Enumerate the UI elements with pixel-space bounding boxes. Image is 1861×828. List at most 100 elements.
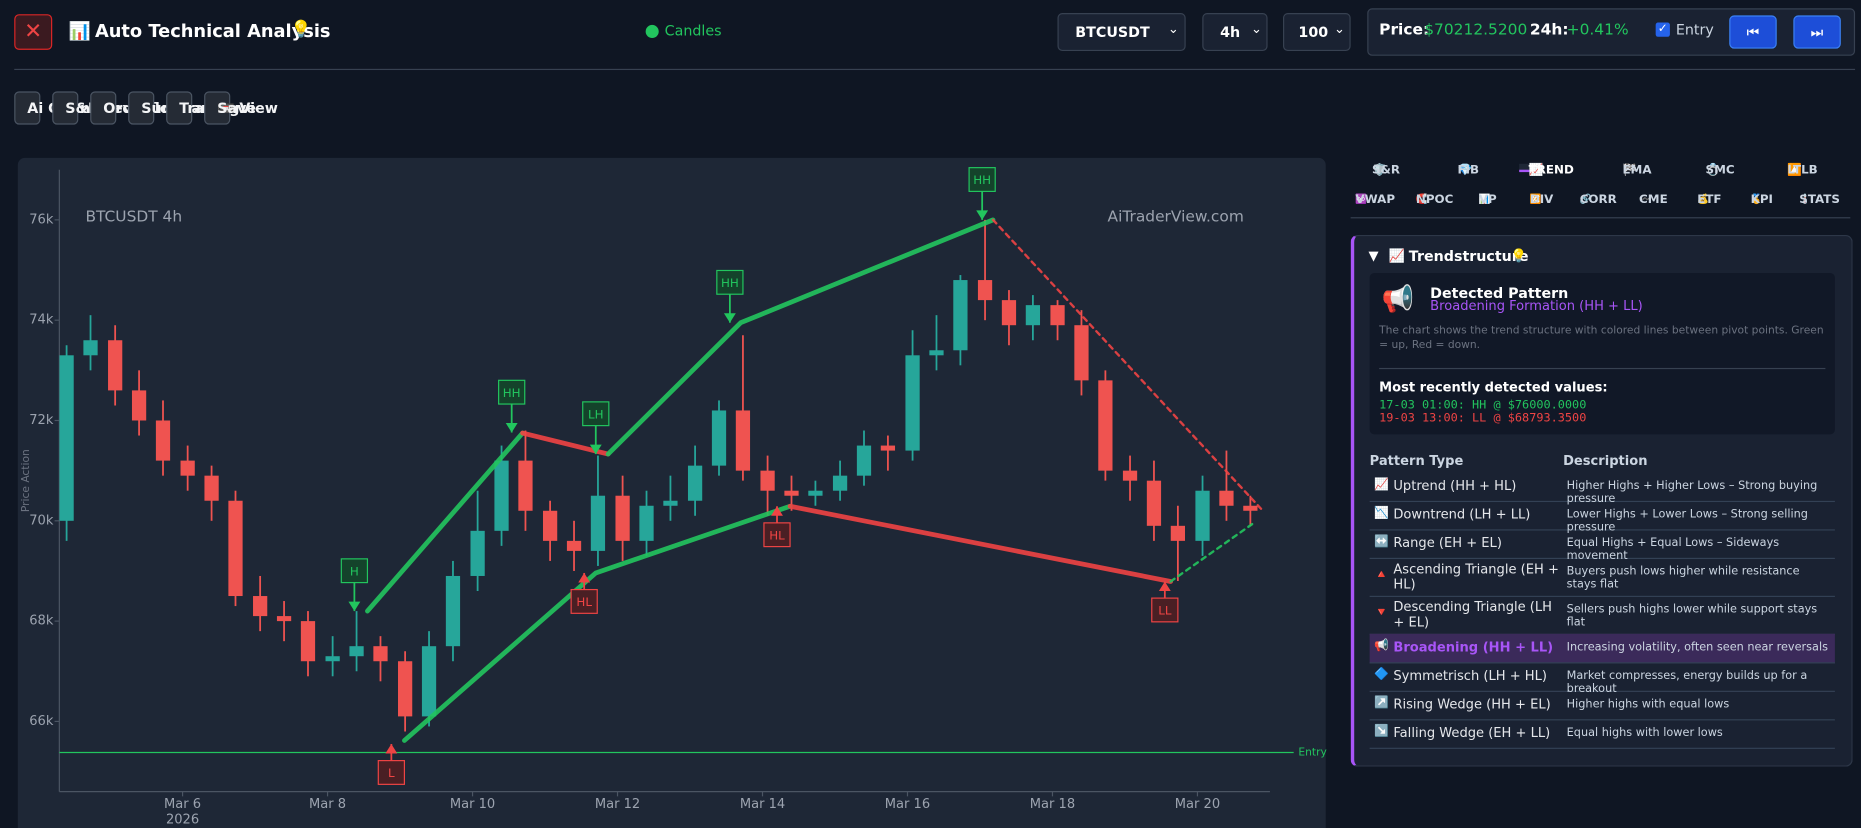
divider <box>14 68 1856 71</box>
toolbar-button[interactable]: TradingView <box>166 91 278 125</box>
pattern-row[interactable]: ↘️ Falling Wedge (EH + LL) Equal highs wit… <box>1369 719 1835 749</box>
candle-body <box>735 410 751 471</box>
title-icon: 📊 <box>68 20 92 42</box>
pattern-row[interactable]: 📉 Downtrend (LH + LL) Lower Highs + Lower … <box>1369 501 1835 534</box>
pivot-label: LH <box>588 407 604 421</box>
trend-line <box>365 430 525 614</box>
tab-label: KPI <box>1750 193 1773 207</box>
row-desc: Higher highs with equal lows <box>1566 697 1730 711</box>
candle-body <box>615 495 630 541</box>
candle-body <box>663 500 678 506</box>
pivot-label: HH <box>503 386 521 400</box>
tab-icon: 🛡️ <box>1372 163 1387 177</box>
candle-body <box>711 410 727 466</box>
row-desc: Sellers push highs lower while support s… <box>1566 602 1818 630</box>
y-tick-label: 70k <box>29 513 54 528</box>
toolbar-button[interactable]: Orderflow <box>90 91 183 125</box>
pattern-row[interactable]: 🔷 Symmetrisch (LH + HL) Market compresses,… <box>1369 662 1835 696</box>
divider <box>1350 217 1851 219</box>
y-tick-label: 68k <box>29 614 54 629</box>
pivot-label: H <box>350 564 359 578</box>
candle-body <box>349 646 364 657</box>
row-desc: Equal Highs + Equal Lows – Sideways move… <box>1566 536 1780 563</box>
chart: BTCUSDT 4h AiTraderView.com Price Action… <box>19 167 1327 827</box>
pattern-row[interactable]: 📢 Broadening (HH + LL) Increasing volatili… <box>1369 633 1835 664</box>
row-desc: Increasing volatility, often seen near r… <box>1566 640 1828 654</box>
x-tick-label: Mar 20 <box>1175 797 1220 812</box>
row-name: Range (EH + EL) <box>1393 535 1502 551</box>
divider <box>1379 367 1826 370</box>
toolbar-button[interactable]: 📼 Save <box>204 91 256 125</box>
candle-body <box>590 495 606 551</box>
toolbar-button[interactable]: Summary <box>128 91 217 125</box>
tab-label: CME <box>1639 193 1668 207</box>
entry-checkbox[interactable]: ✓ <box>1655 22 1670 37</box>
trend-line <box>1169 520 1257 583</box>
tab-label: VWAP <box>1355 193 1396 207</box>
tab-label: CORR <box>1579 193 1617 207</box>
pattern-row[interactable]: 🔺 Ascending Triangle (EH + HL) Buyers push… <box>1369 558 1835 597</box>
tab-icon: 🔼 <box>1787 163 1803 177</box>
candle-body <box>687 465 703 501</box>
tab-icon: 🧲 <box>1415 193 1428 205</box>
prev-button[interactable]: ⏮ <box>1729 15 1777 49</box>
tab-label: TREND <box>1528 163 1574 177</box>
section-title: Trendstructure <box>1408 248 1529 265</box>
tab-label: NPOC <box>1415 193 1454 207</box>
panel-tab[interactable]: 📈 TREND <box>1519 163 1574 177</box>
pivot-arrowhead <box>771 506 783 516</box>
tab-label: STATS <box>1799 193 1840 207</box>
candle-body <box>1219 490 1234 506</box>
candle-body <box>253 596 268 617</box>
app-title: Auto Technical Analysis <box>94 20 331 42</box>
candle-body <box>398 661 413 717</box>
pattern-row[interactable]: ↗️ Rising Wedge (HH + EL) Higher highs wit… <box>1369 691 1835 721</box>
candle-body <box>1074 325 1089 381</box>
recent-value: 17-03 01:00: HH @ $76000.0000 <box>1379 398 1587 412</box>
x-tick-label: Mar 16 <box>885 797 930 812</box>
tab-label: LTLB <box>1787 163 1818 177</box>
candle-body <box>59 355 74 521</box>
pivot-arrowhead <box>578 572 591 583</box>
tab-icon: 🏅 <box>1750 193 1763 205</box>
row-desc: Market compresses, energy builds up for … <box>1566 669 1808 696</box>
table-header: Description <box>1563 453 1648 469</box>
tab-icon: 📊 <box>1478 193 1491 205</box>
section-hint: 💡 <box>1510 248 1528 264</box>
pivot-arrowhead <box>589 444 602 455</box>
symbol-select[interactable]: BTCUSDT ⌄ <box>1057 13 1186 52</box>
tab-label: FIB <box>1457 163 1480 177</box>
pivot-arrowhead <box>976 210 989 220</box>
section-toggle[interactable]: ▼ <box>1368 248 1379 264</box>
pivot-box <box>582 401 610 427</box>
pivot-arrowhead <box>348 601 361 612</box>
pattern-row[interactable]: ↔️ Range (EH + EL) Equal Highs + Equal Low… <box>1369 529 1835 563</box>
candle-body <box>1146 480 1162 526</box>
candle-body <box>1243 505 1258 511</box>
candle-body <box>1122 470 1138 481</box>
candle-body <box>373 646 388 662</box>
toolbar-button[interactable]: Ai Quant <box>14 91 97 125</box>
next-button[interactable]: ⏭ <box>1793 15 1841 49</box>
row-icon: 📢 <box>1374 639 1390 653</box>
watermark: AiTraderView.com <box>1108 208 1244 226</box>
pattern-row[interactable]: 🔻 Descending Triangle (LH + EL) Sellers pu… <box>1369 596 1835 635</box>
candle-body <box>155 420 171 461</box>
candle-body <box>953 280 968 351</box>
interval-select[interactable]: 4h ⌄ <box>1202 13 1268 52</box>
pattern-row[interactable]: 📈 Uptrend (HH + HL) Higher Highs + Higher … <box>1369 472 1835 506</box>
pivot-box <box>716 269 744 295</box>
tab-label: ETF <box>1697 193 1722 207</box>
pivot-box <box>340 558 369 584</box>
row-name: Downtrend (LH + LL) <box>1393 506 1531 523</box>
pivot-label: HH <box>973 173 991 187</box>
row-desc: Equal highs with lower lows <box>1566 726 1723 740</box>
close-button[interactable]: ✕ <box>14 14 53 50</box>
detected-pattern: Broadening Formation (HH + LL) <box>1430 297 1643 314</box>
toolbar-button[interactable]: S&R Levels <box>52 91 155 125</box>
row-name: Falling Wedge (EH + LL) <box>1393 725 1551 741</box>
chevron: ⌄ <box>1250 21 1262 37</box>
limit-select[interactable]: 100 ⌄ <box>1282 13 1351 52</box>
row-name: Broadening (HH + LL) <box>1393 639 1554 656</box>
